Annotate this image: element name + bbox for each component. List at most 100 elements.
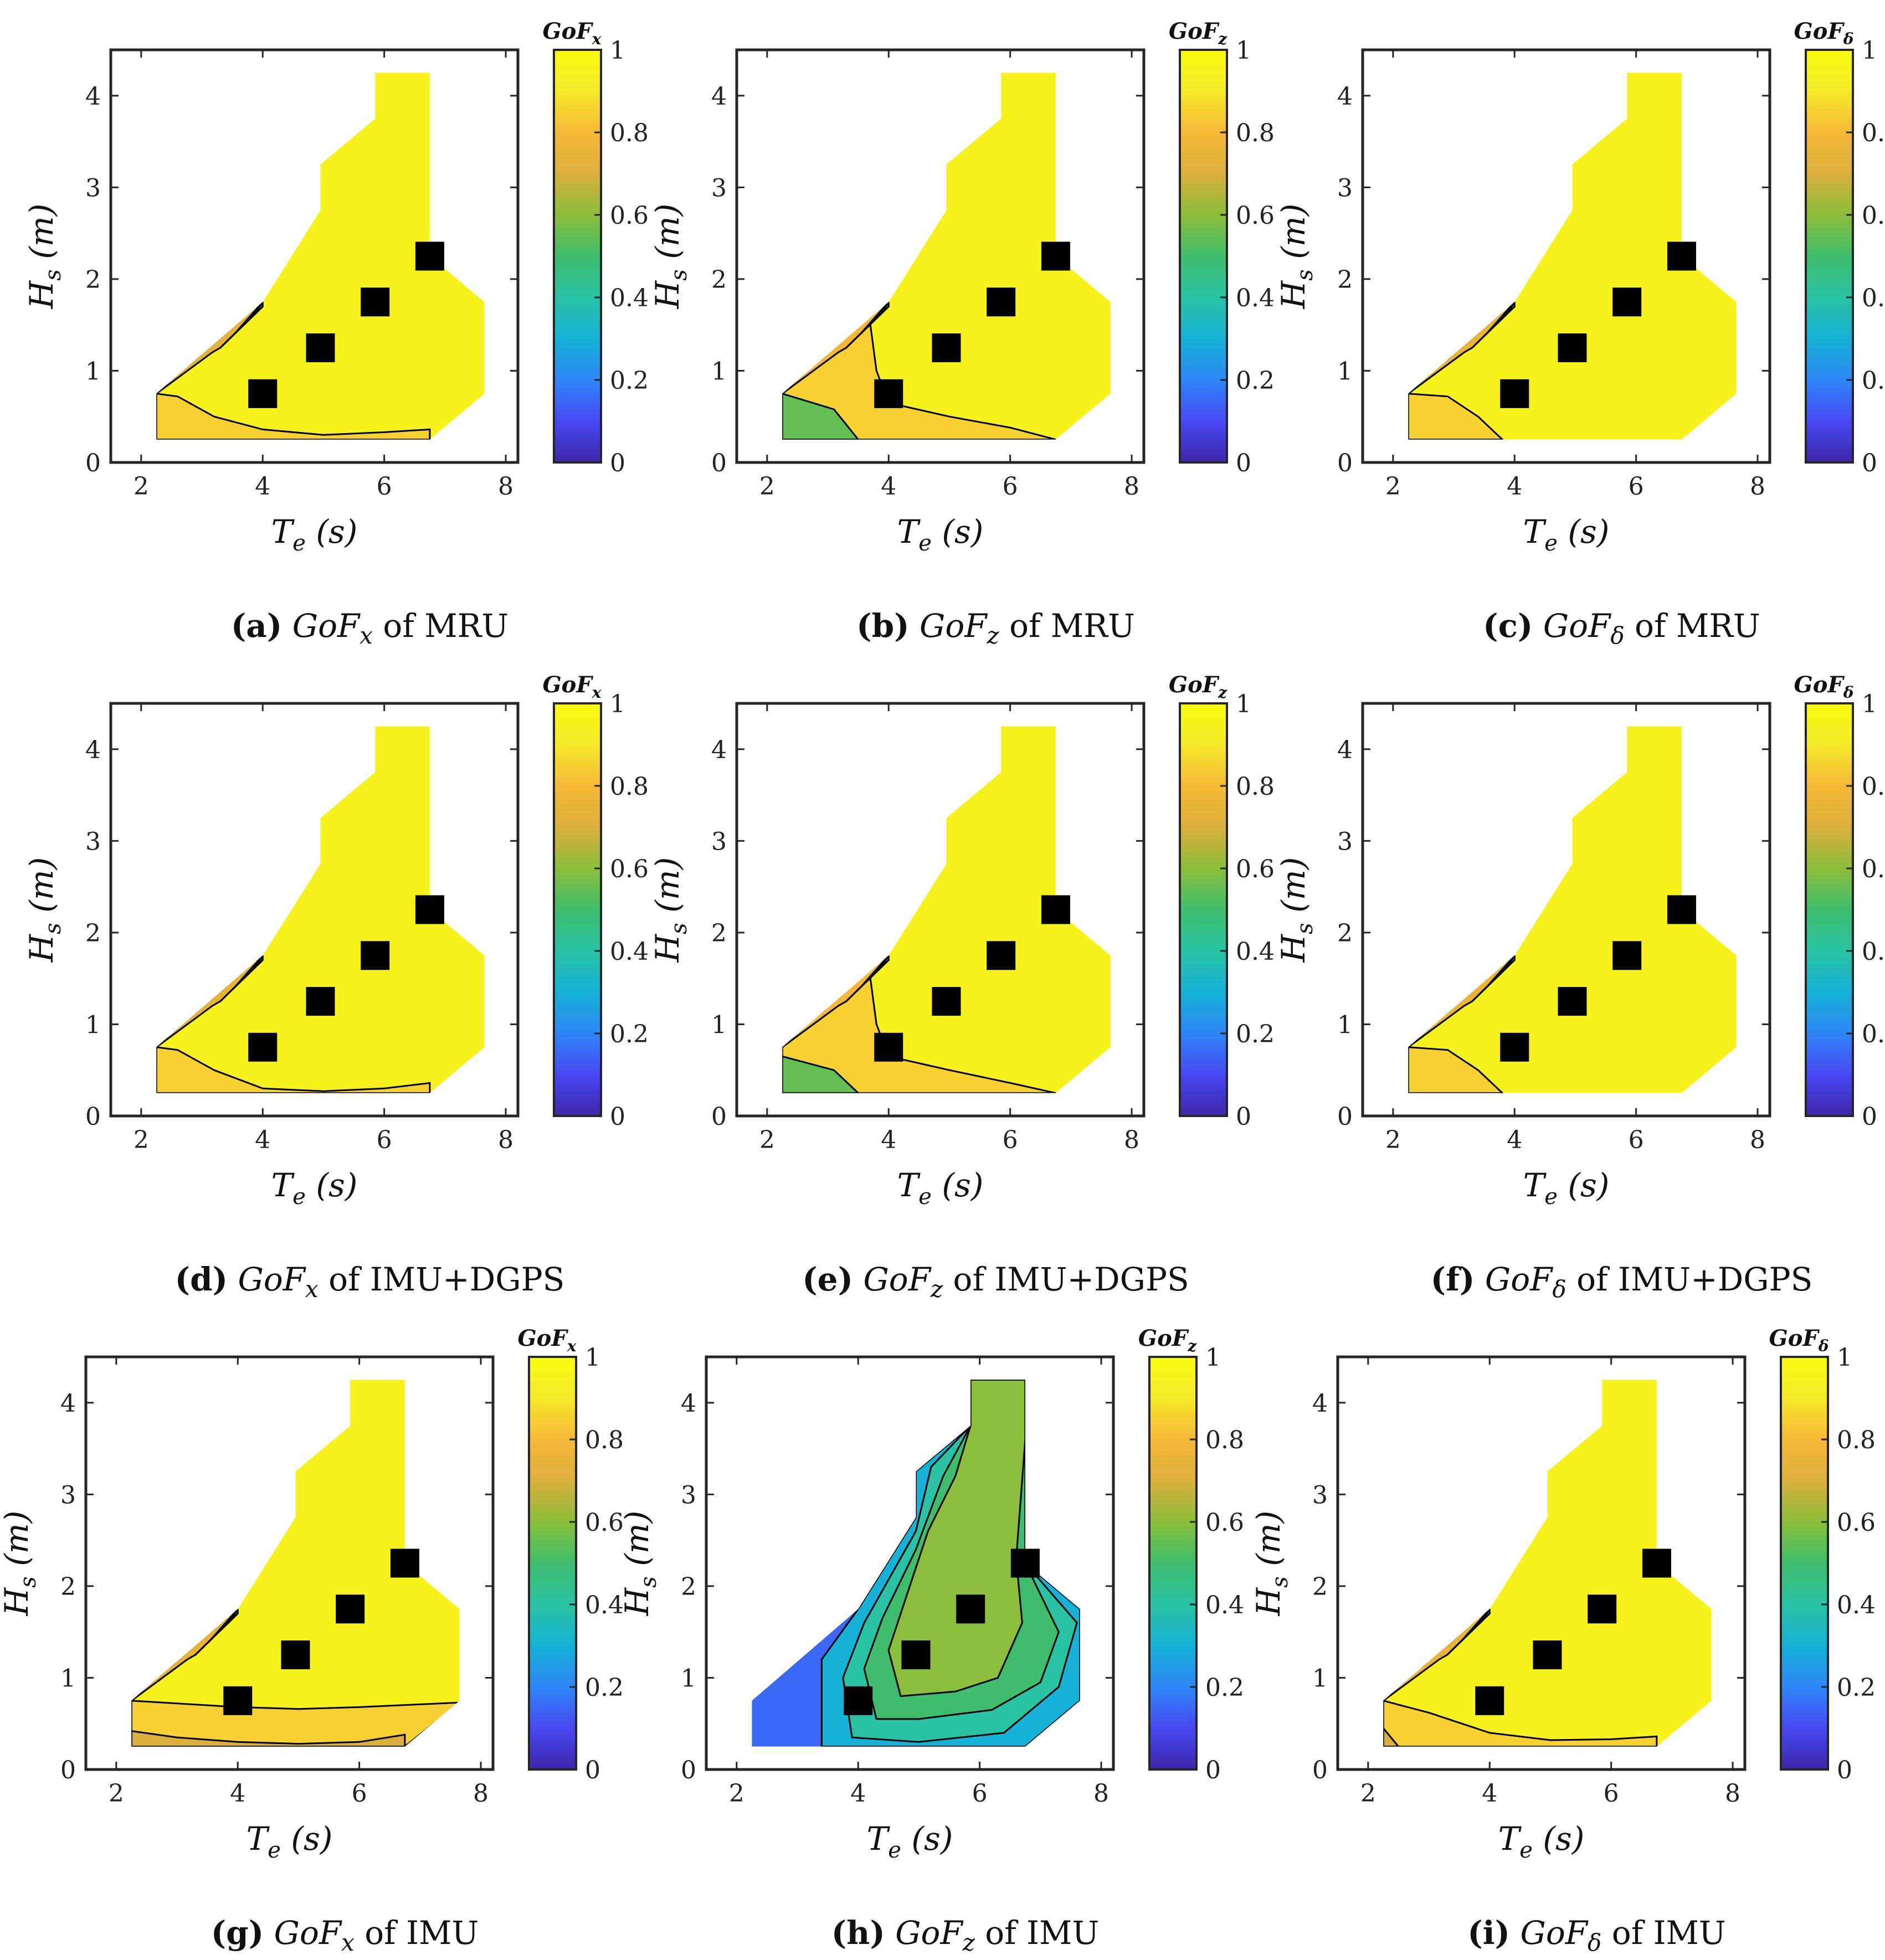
contour-band-corner: [782, 392, 860, 440]
axes-frame: [84, 1355, 495, 1771]
region-fill: [156, 73, 485, 440]
panel-caption: (c) GoFδ of MRU: [1483, 607, 1760, 649]
measurement-point-1: [1500, 379, 1529, 408]
panel-caption: (b) GoFz of MRU: [856, 607, 1135, 649]
measurement-point-2: [901, 1640, 931, 1670]
colorbar: [528, 1356, 577, 1771]
panel-caption: (e) GoFz of IMU+DGPS: [802, 1261, 1189, 1303]
y-tick-label: 2: [85, 266, 101, 294]
x-axis-label: Te (s): [897, 1166, 984, 1210]
measurement-point-2: [932, 987, 961, 1016]
y-tick-label: 3: [1337, 827, 1353, 856]
contour-band-low: [1383, 1699, 1658, 1747]
colorbar-tick-label: 0.6: [585, 1509, 624, 1537]
x-tick-label: 4: [1507, 472, 1522, 501]
colorbar-title: GoFx: [543, 18, 602, 48]
colorbar-tick-label: 0.6: [610, 855, 649, 883]
colorbar-title: GoFδ: [1794, 18, 1854, 48]
x-tick-label: 4: [1482, 1779, 1497, 1808]
colorbar-tick-label: 0.6: [1236, 855, 1275, 883]
colorbar-tick-label: 0.6: [610, 202, 649, 230]
y-tick-label: 2: [711, 919, 727, 948]
contour-fill: [131, 1380, 460, 1747]
axes-frame: [1361, 702, 1771, 1118]
colorbar-tick-label: 0.2: [1236, 367, 1275, 395]
x-axis-label: Te (s): [1498, 1820, 1585, 1863]
measurement-point-3: [361, 941, 390, 970]
x-tick-label: 8: [1124, 472, 1139, 501]
x-tick-label: 6: [377, 472, 392, 501]
colorbar-tick-label: 0: [1236, 1103, 1251, 1131]
colorbar-tick-label: 0.6: [1236, 202, 1275, 230]
x-tick-label: 6: [1604, 1779, 1619, 1808]
colorbar-tick-label: 1: [1862, 37, 1877, 65]
measurement-point-3: [956, 1594, 985, 1624]
colorbar-tick-label: 0.8: [1236, 773, 1275, 801]
measurement-point-1: [874, 379, 903, 408]
y-tick-label: 3: [85, 827, 101, 856]
panel-caption: (f) GoFδ of IMU+DGPS: [1431, 1261, 1813, 1303]
colorbar-tick-label: 0.6: [1205, 1509, 1244, 1537]
colorbar-tick-label: 0.8: [1205, 1426, 1244, 1454]
colorbar-tick-label: 0.2: [1862, 367, 1885, 395]
contour-fill: [752, 1380, 1080, 1747]
colorbar-tick-label: 0.4: [1205, 1591, 1244, 1619]
colorbar-tick-label: 1: [585, 1344, 600, 1372]
colorbar-tick-label: 0.4: [1837, 1591, 1876, 1619]
contour-ring-5: [131, 1608, 239, 1702]
x-tick-label: 6: [1003, 472, 1018, 501]
contour-band-low: [156, 1046, 431, 1093]
y-tick-label: 1: [1337, 357, 1353, 385]
y-tick-label: 4: [60, 1390, 76, 1418]
measurement-point-2: [306, 987, 335, 1016]
colorbar-tick-label: 0.2: [1837, 1674, 1876, 1702]
colorbar-title: GoFz: [1169, 672, 1227, 702]
contour-band-corner: [782, 1055, 861, 1093]
y-tick-label: 3: [1337, 174, 1353, 202]
colorbar-tick-label: 0.8: [1236, 119, 1275, 147]
y-tick-label: 2: [60, 1573, 76, 1601]
colorbar: [553, 49, 602, 464]
measurement-point-4: [1667, 895, 1696, 924]
axes-frame: [735, 702, 1146, 1118]
y-axis-label: Hs (m): [0, 1511, 41, 1617]
measurement-point-3: [336, 1594, 365, 1624]
colorbar-tick-label: 0.2: [610, 367, 649, 395]
colorbar-tick-label: 0: [1236, 449, 1251, 477]
y-tick-label: 4: [711, 83, 727, 111]
contour-ring-5: [156, 955, 264, 1048]
y-tick-label: 1: [85, 1011, 101, 1039]
x-axis-label: Te (s): [1523, 513, 1610, 556]
y-tick-label: 2: [711, 266, 727, 294]
colorbar-tick-label: 0: [1205, 1756, 1221, 1784]
colorbar-tick-label: 0.2: [585, 1674, 624, 1702]
y-tick-label: 3: [681, 1481, 696, 1509]
contour-fill: [1408, 726, 1737, 1093]
y-axis-label: Hs (m): [649, 857, 692, 963]
measurement-point-3: [1612, 941, 1642, 970]
measurement-point-1: [223, 1686, 253, 1715]
region-fill: [156, 726, 485, 1093]
colorbar-tick-label: 0: [1837, 1756, 1852, 1784]
contour-ring-5: [782, 955, 890, 1048]
y-axis-label: Hs (m): [1250, 1511, 1293, 1617]
x-tick-label: 6: [1629, 1126, 1644, 1154]
colorbar-tick-label: 1: [610, 690, 625, 718]
x-tick-label: 2: [759, 472, 775, 501]
measurement-point-4: [390, 1549, 419, 1578]
region-fill: [1408, 73, 1737, 440]
contour-fill: [782, 726, 1111, 1093]
measurement-point-1: [1475, 1686, 1504, 1715]
contour-fill: [156, 73, 485, 440]
colorbar: [553, 702, 602, 1117]
y-tick-label: 3: [711, 827, 727, 856]
x-tick-label: 8: [1750, 1126, 1765, 1154]
colorbar-title: GoFx: [518, 1325, 577, 1355]
colorbar-tick-label: 0.4: [585, 1591, 624, 1619]
colorbar-tick-label: 0: [1862, 449, 1877, 477]
